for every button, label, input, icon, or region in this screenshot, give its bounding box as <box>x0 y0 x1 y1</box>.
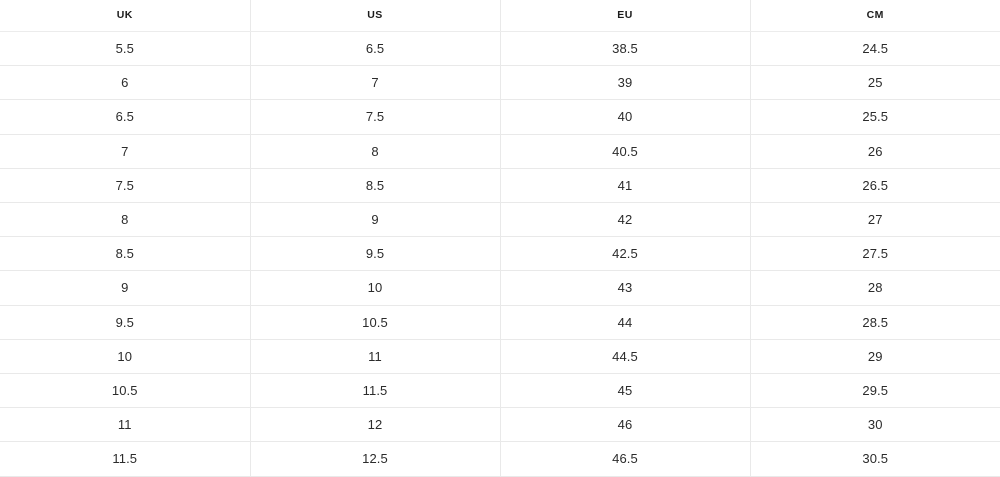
table-row: 6.5 7.5 40 25.5 <box>0 99 1000 135</box>
column-header-cm: CM <box>750 0 1000 32</box>
table-cell: 10.5 <box>0 373 251 409</box>
table-cell: 45 <box>500 373 751 409</box>
table-body: 5.5 6.5 38.5 24.5 6 7 39 25 6.5 7.5 40 25.5 7 8 40.5 26… <box>0 31 1000 477</box>
table-row: 11.5 12.5 46.5 30.5 <box>0 441 1000 477</box>
table-cell: 44.5 <box>500 339 751 375</box>
table-cell: 6.5 <box>0 99 251 135</box>
table-cell: 6.5 <box>250 31 501 67</box>
table-cell: 7.5 <box>250 99 501 135</box>
table-row: 11 12 46 30 <box>0 407 1000 443</box>
column-header-eu: EU <box>500 0 751 32</box>
table-cell: 7.5 <box>0 168 251 204</box>
table-cell: 9 <box>0 270 251 306</box>
table-header: UK US EU CM <box>0 0 1000 32</box>
table-cell: 11 <box>0 407 251 443</box>
table-cell: 39 <box>500 65 751 101</box>
table-row: 8 9 42 27 <box>0 202 1000 238</box>
table-cell: 25 <box>750 65 1000 101</box>
table-cell: 29.5 <box>750 373 1000 409</box>
table-cell: 28.5 <box>750 305 1000 340</box>
table-header-row: UK US EU CM <box>0 0 1000 32</box>
table-cell: 38.5 <box>500 31 751 67</box>
table-cell: 27 <box>750 202 1000 238</box>
table-cell: 26 <box>750 134 1000 169</box>
table-cell: 12 <box>250 407 501 443</box>
table-cell: 40.5 <box>500 134 751 169</box>
table-cell: 10 <box>250 270 501 306</box>
table-cell: 8.5 <box>250 168 501 204</box>
table-cell: 12.5 <box>250 441 501 477</box>
table-cell: 28 <box>750 270 1000 306</box>
table-cell: 8 <box>0 202 251 238</box>
table-cell: 24.5 <box>750 31 1000 67</box>
table-cell: 30 <box>750 407 1000 443</box>
table-row: 9 10 43 28 <box>0 270 1000 306</box>
table-cell: 44 <box>500 305 751 340</box>
table-cell: 26.5 <box>750 168 1000 204</box>
table-cell: 42 <box>500 202 751 238</box>
table-cell: 6 <box>0 65 251 101</box>
table-cell: 29 <box>750 339 1000 375</box>
table-cell: 25.5 <box>750 99 1000 135</box>
table-row: 8.5 9.5 42.5 27.5 <box>0 236 1000 272</box>
table-cell: 42.5 <box>500 236 751 272</box>
table-row: 7 8 40.5 26 <box>0 134 1000 169</box>
column-header-uk: UK <box>0 0 251 32</box>
table-cell: 7 <box>250 65 501 101</box>
table-cell: 40 <box>500 99 751 135</box>
table-row: 5.5 6.5 38.5 24.5 <box>0 31 1000 67</box>
table-cell: 8 <box>250 134 501 169</box>
table-cell: 30.5 <box>750 441 1000 477</box>
table-cell: 10.5 <box>250 305 501 340</box>
table-row: 6 7 39 25 <box>0 65 1000 101</box>
table-cell: 11.5 <box>0 441 251 477</box>
table-row: 10.5 11.5 45 29.5 <box>0 373 1000 409</box>
table-cell: 41 <box>500 168 751 204</box>
table-row: 7.5 8.5 41 26.5 <box>0 168 1000 204</box>
table-cell: 9.5 <box>250 236 501 272</box>
table-cell: 10 <box>0 339 251 375</box>
table-cell: 9 <box>250 202 501 238</box>
table-cell: 9.5 <box>0 305 251 340</box>
table-row: 9.5 10.5 44 28.5 <box>0 305 1000 340</box>
table-cell: 46.5 <box>500 441 751 477</box>
table-cell: 27.5 <box>750 236 1000 272</box>
table-cell: 8.5 <box>0 236 251 272</box>
table-cell: 11.5 <box>250 373 501 409</box>
table-cell: 46 <box>500 407 751 443</box>
table-cell: 43 <box>500 270 751 306</box>
table-row: 10 11 44.5 29 <box>0 339 1000 375</box>
column-header-us: US <box>250 0 501 32</box>
table-cell: 5.5 <box>0 31 251 67</box>
table-cell: 7 <box>0 134 251 169</box>
table-cell: 11 <box>250 339 501 375</box>
